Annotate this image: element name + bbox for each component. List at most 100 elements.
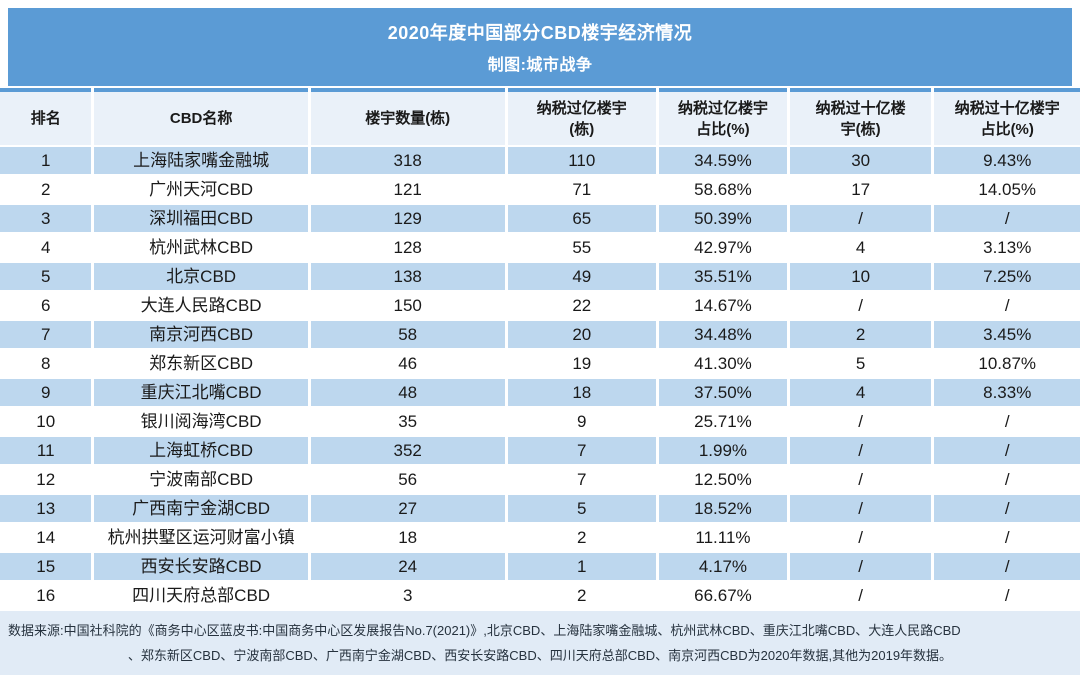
tax-100m-count-cell: 22 <box>507 292 657 319</box>
building-count-cell: 138 <box>310 263 505 290</box>
tax-100m-count-cell: 7 <box>507 437 657 464</box>
tax-1b-count-cell: 2 <box>789 321 932 348</box>
tax-100m-count-cell: 2 <box>507 524 657 551</box>
building-count-cell: 18 <box>310 524 505 551</box>
col-header-tax-1b-ratio: 纳税过十亿楼宇 占比(%) <box>934 88 1080 145</box>
tax-1b-count-cell: / <box>789 292 932 319</box>
tax-100m-ratio-cell: 25.71% <box>659 408 787 435</box>
tax-100m-count-cell: 9 <box>507 408 657 435</box>
cbd-name-cell: 深圳福田CBD <box>94 205 308 232</box>
cbd-name-cell: 上海陆家嘴金融城 <box>94 147 308 174</box>
tax-1b-ratio-cell: 14.05% <box>934 176 1080 203</box>
building-count-cell: 24 <box>310 553 505 580</box>
tax-100m-ratio-cell: 18.52% <box>659 495 787 522</box>
tax-100m-count-cell: 7 <box>507 466 657 493</box>
rank-cell: 10 <box>0 408 92 435</box>
col-header-building-count: 楼宇数量(栋) <box>310 88 505 145</box>
rank-cell: 3 <box>0 205 92 232</box>
col-header-tax-1b-count: 纳税过十亿楼 宇(栋) <box>789 88 932 145</box>
tax-1b-ratio-cell: 10.87% <box>934 350 1080 377</box>
building-count-cell: 121 <box>310 176 505 203</box>
cbd-name-cell: 银川阅海湾CBD <box>94 408 308 435</box>
col-header-cbd-name: CBD名称 <box>94 88 308 145</box>
tax-1b-count-cell: / <box>789 466 932 493</box>
page-title: 2020年度中国部分CBD楼宇经济情况 <box>387 23 693 43</box>
tax-1b-ratio-cell: 3.45% <box>934 321 1080 348</box>
tax-100m-ratio-cell: 42.97% <box>659 234 787 261</box>
tax-1b-count-cell: / <box>789 408 932 435</box>
tax-1b-count-cell: 4 <box>789 379 932 406</box>
tax-100m-count-cell: 1 <box>507 553 657 580</box>
rank-cell: 5 <box>0 263 92 290</box>
tax-100m-count-cell: 65 <box>507 205 657 232</box>
rank-cell: 2 <box>0 176 92 203</box>
tax-1b-ratio-cell: / <box>934 466 1080 493</box>
tax-100m-count-cell: 2 <box>507 582 657 609</box>
tax-1b-ratio-cell: 9.43% <box>934 147 1080 174</box>
data-source-line-1: 数据来源:中国社科院的《商务中心区蓝皮书:中国商务中心区发展报告No.7(202… <box>8 623 961 638</box>
building-count-cell: 48 <box>310 379 505 406</box>
cbd-name-cell: 西安长安路CBD <box>94 553 308 580</box>
rank-cell: 4 <box>0 234 92 261</box>
tax-1b-ratio-cell: 8.33% <box>934 379 1080 406</box>
tax-100m-count-cell: 19 <box>507 350 657 377</box>
data-source-note: 数据来源:中国社科院的《商务中心区蓝皮书:中国商务中心区发展报告No.7(202… <box>0 611 1080 675</box>
tax-100m-ratio-cell: 66.67% <box>659 582 787 609</box>
rank-cell: 16 <box>0 582 92 609</box>
tax-100m-count-cell: 71 <box>507 176 657 203</box>
tax-1b-ratio-cell: / <box>934 582 1080 609</box>
tax-1b-count-cell: / <box>789 495 932 522</box>
tax-1b-count-cell: / <box>789 553 932 580</box>
tax-100m-count-cell: 49 <box>507 263 657 290</box>
tax-100m-ratio-cell: 34.48% <box>659 321 787 348</box>
rank-cell: 11 <box>0 437 92 464</box>
tax-100m-ratio-cell: 58.68% <box>659 176 787 203</box>
rank-cell: 15 <box>0 553 92 580</box>
tax-100m-ratio-cell: 34.59% <box>659 147 787 174</box>
cbd-name-cell: 上海虹桥CBD <box>94 437 308 464</box>
tax-1b-ratio-cell: / <box>934 408 1080 435</box>
col-header-tax-100m-ratio: 纳税过亿楼宇 占比(%) <box>659 88 787 145</box>
tax-1b-ratio-cell: / <box>934 495 1080 522</box>
cbd-name-cell: 北京CBD <box>94 263 308 290</box>
tax-1b-count-cell: 30 <box>789 147 932 174</box>
building-count-cell: 27 <box>310 495 505 522</box>
rank-cell: 1 <box>0 147 92 174</box>
tax-1b-ratio-cell: / <box>934 205 1080 232</box>
tax-100m-ratio-cell: 41.30% <box>659 350 787 377</box>
building-count-cell: 56 <box>310 466 505 493</box>
cbd-name-cell: 四川天府总部CBD <box>94 582 308 609</box>
tax-1b-count-cell: 17 <box>789 176 932 203</box>
tax-100m-ratio-cell: 14.67% <box>659 292 787 319</box>
building-count-cell: 3 <box>310 582 505 609</box>
rank-cell: 7 <box>0 321 92 348</box>
tax-100m-ratio-cell: 35.51% <box>659 263 787 290</box>
rank-cell: 9 <box>0 379 92 406</box>
tax-1b-ratio-cell: 7.25% <box>934 263 1080 290</box>
building-count-cell: 129 <box>310 205 505 232</box>
title-banner: 2020年度中国部分CBD楼宇经济情况 制图:城市战争 <box>8 8 1072 86</box>
tax-1b-ratio-cell: / <box>934 292 1080 319</box>
cbd-name-cell: 广西南宁金湖CBD <box>94 495 308 522</box>
building-count-cell: 46 <box>310 350 505 377</box>
building-count-cell: 352 <box>310 437 505 464</box>
rank-cell: 13 <box>0 495 92 522</box>
cbd-name-cell: 杭州武林CBD <box>94 234 308 261</box>
tax-1b-count-cell: / <box>789 205 932 232</box>
cbd-name-cell: 大连人民路CBD <box>94 292 308 319</box>
tax-1b-count-cell: / <box>789 524 932 551</box>
tax-1b-count-cell: / <box>789 437 932 464</box>
tax-1b-count-cell: 10 <box>789 263 932 290</box>
cbd-name-cell: 杭州拱墅区运河财富小镇 <box>94 524 308 551</box>
cbd-table: 排名 CBD名称 楼宇数量(栋) 纳税过亿楼宇 (栋) 纳税过亿楼宇 占比(%)… <box>0 88 1080 609</box>
rank-cell: 14 <box>0 524 92 551</box>
col-header-rank: 排名 <box>0 88 92 145</box>
cbd-name-cell: 重庆江北嘴CBD <box>94 379 308 406</box>
tax-1b-ratio-cell: / <box>934 437 1080 464</box>
tax-100m-ratio-cell: 50.39% <box>659 205 787 232</box>
cbd-name-cell: 广州天河CBD <box>94 176 308 203</box>
rank-cell: 8 <box>0 350 92 377</box>
data-source-line-2: 、郑东新区CBD、宁波南部CBD、广西南宁金湖CBD、西安长安路CBD、四川天府… <box>127 648 953 663</box>
building-count-cell: 128 <box>310 234 505 261</box>
building-count-cell: 318 <box>310 147 505 174</box>
